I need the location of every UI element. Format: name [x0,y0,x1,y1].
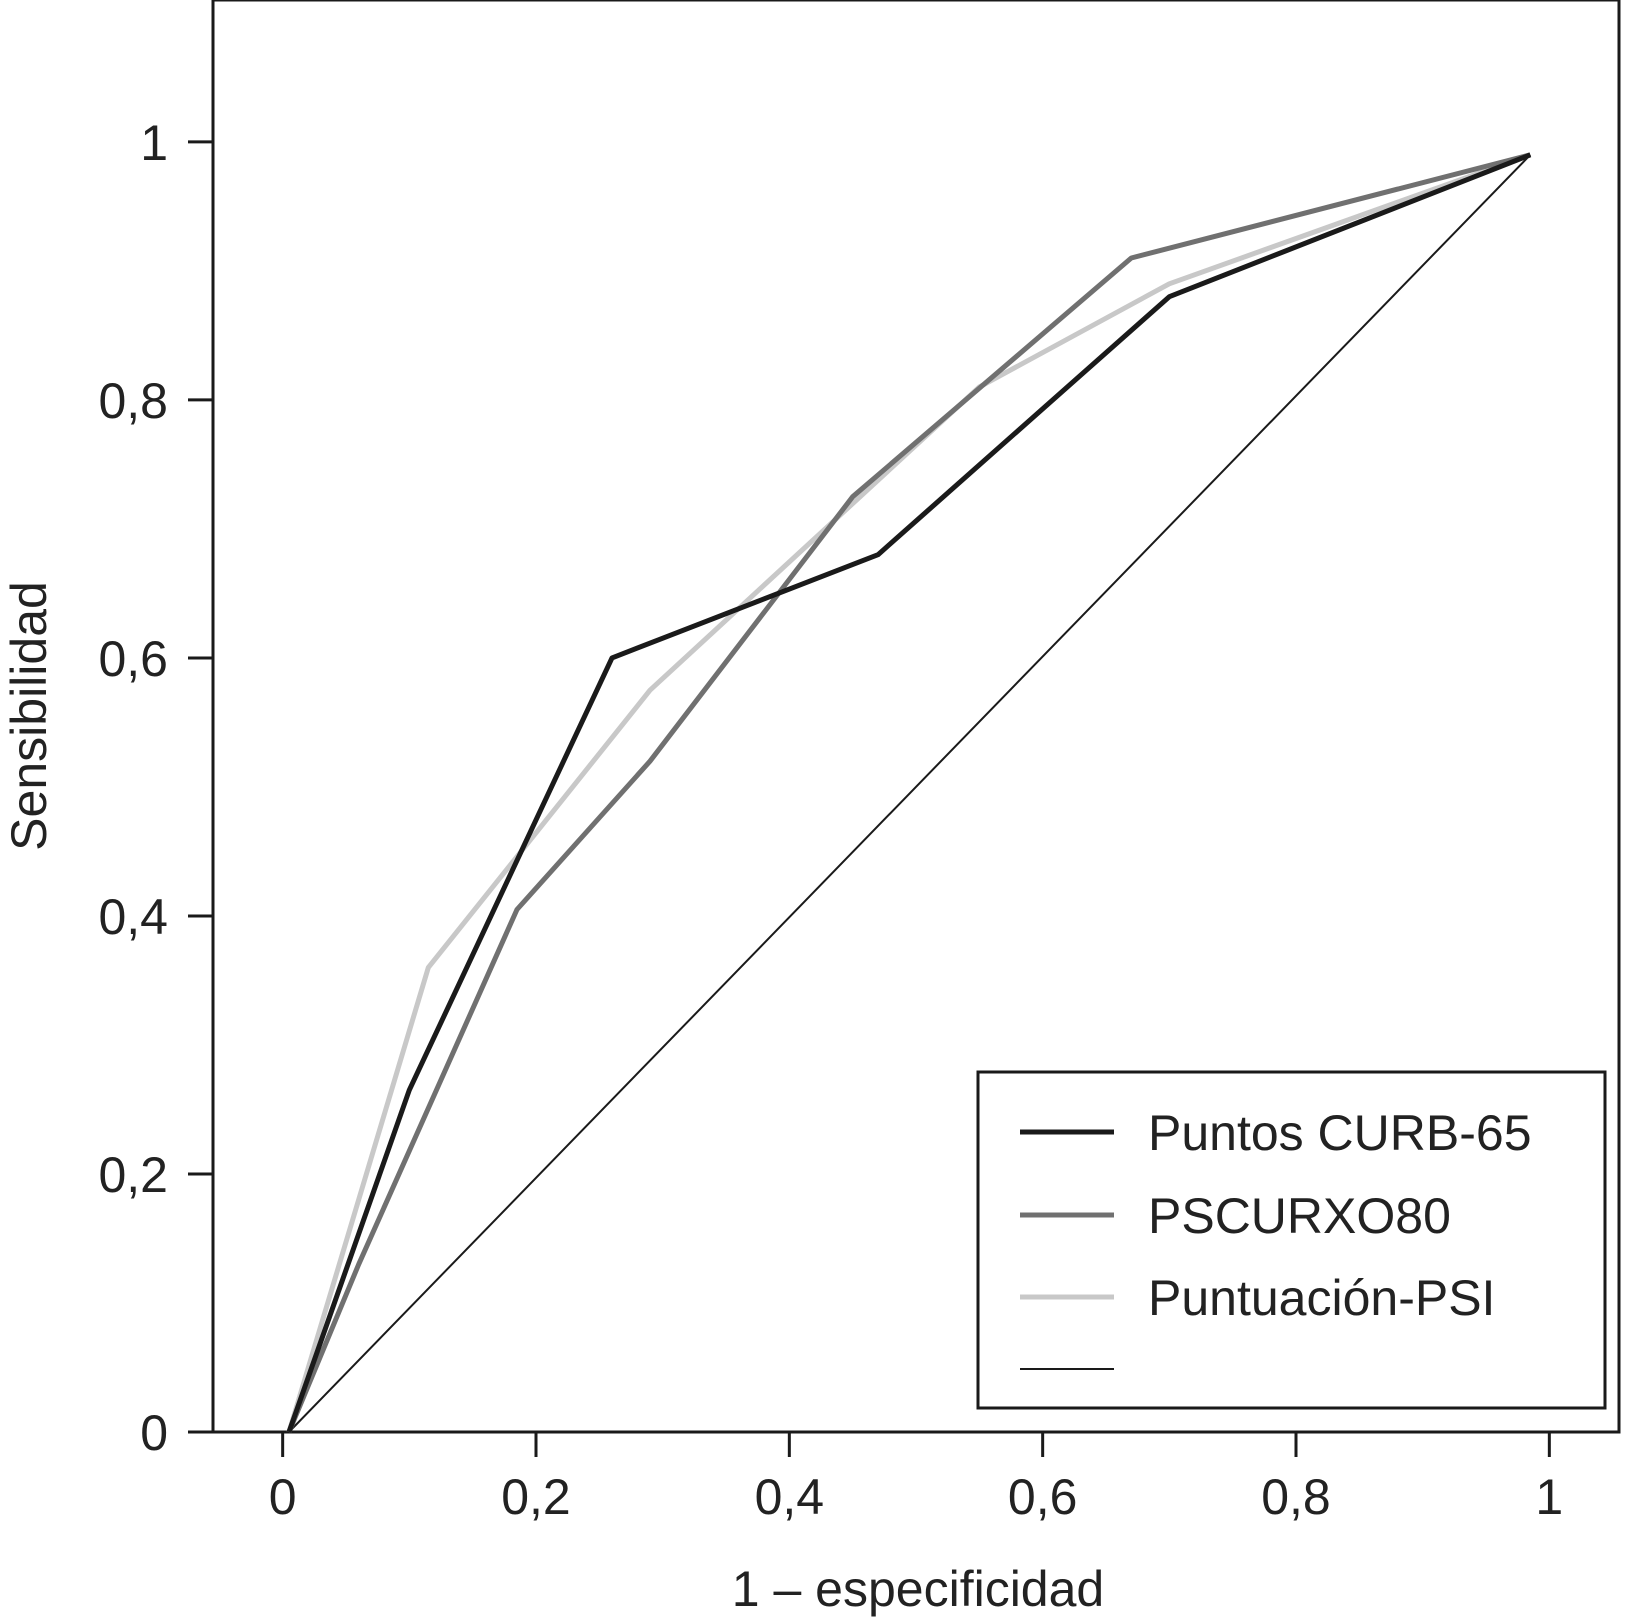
x-tick-label: 0,2 [501,1469,571,1525]
series-layer [286,152,1532,1433]
series-line-reference [288,154,1532,1433]
legend-label: Puntos CURB-65 [1148,1105,1532,1161]
series-line-pscurxo80 [286,152,1531,1433]
x-tick-label: 0,6 [1008,1469,1078,1525]
y-axis-title: Sensibilidad [1,581,57,851]
x-tick-label: 1 [1535,1469,1563,1525]
x-tick-label: 0 [269,1469,297,1525]
y-tick-label: 1 [140,115,168,171]
y-tick-label: 0,4 [98,889,168,945]
series-line-puntuaci-n-psi [286,152,1532,1433]
y-tick-label: 0,8 [98,373,168,429]
legend-label: Puntuación-PSI [1148,1270,1495,1326]
x-tick-label: 0,8 [1261,1469,1331,1525]
legend-box [976,1070,1607,1410]
y-tick-label: 0,2 [98,1147,168,1203]
x-tick-label: 0,4 [755,1469,825,1525]
y-tick-label: 0 [140,1405,168,1461]
legend: Puntos CURB-65 PSCURXO80 Puntuación-PSI [976,1070,1607,1410]
plot-frame [211,0,1621,1434]
legend-label: PSCURXO80 [1148,1188,1451,1244]
series-line-puntos-curb-65 [286,152,1532,1433]
x-axis-title: 1 – especificidad [732,1561,1104,1617]
y-axis-ticks: 0 0,2 0,4 0,6 0,8 1 [98,115,213,1461]
x-axis-ticks: 0 0,2 0,4 0,6 0,8 1 [269,1432,1563,1525]
y-tick-label: 0,6 [98,631,168,687]
